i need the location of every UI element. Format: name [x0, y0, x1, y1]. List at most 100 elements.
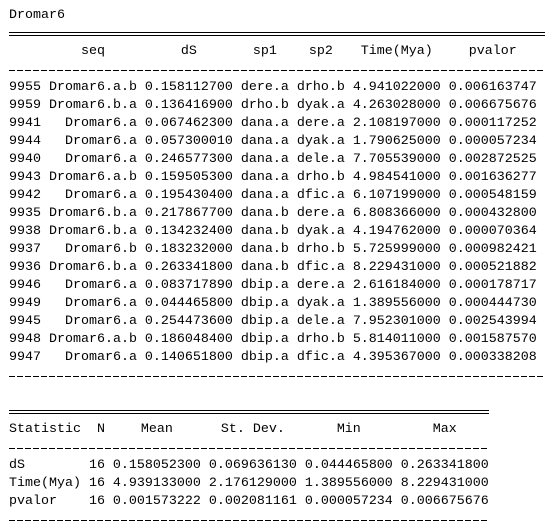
- table-row: pvalor 16 0.001573222 0.002081161 0.00005723…: [9, 493, 489, 511]
- cell: dbip.a: [240, 296, 289, 311]
- cell: Dromar6.a: [64, 278, 137, 293]
- cell: dfic.a: [296, 260, 345, 275]
- cell: 6.107199000: [352, 188, 441, 203]
- cell: 0.001636277: [448, 170, 537, 185]
- cell: 0.136416900: [144, 98, 233, 113]
- cell: 0.158052300: [112, 458, 201, 473]
- cell: 0.002081161: [208, 494, 297, 509]
- cell: dele.a: [296, 314, 345, 329]
- cell: 1.389556000: [304, 476, 393, 491]
- cell: 0.134232400: [144, 224, 233, 239]
- header-cell: sp2: [308, 44, 333, 59]
- cell: dyak.a: [296, 224, 345, 239]
- cell: 5.725999000: [352, 242, 441, 257]
- separator: [9, 403, 489, 421]
- cell: Dromar6.b.a: [48, 206, 137, 221]
- header-cell: Min: [336, 422, 361, 437]
- table-row: 9937 Dromar6.b 0.183232000 dana.b drho.b 5.72…: [9, 241, 537, 259]
- cell: 9937: [9, 242, 41, 257]
- cell: drho.b: [296, 332, 345, 347]
- cell: 1.389556000: [352, 296, 441, 311]
- spacer: [9, 43, 41, 61]
- cell: Dromar6.a: [64, 296, 137, 311]
- table-row: 9948 Dromar6.a.b 0.186048400 dbip.a drho.b 5.…: [9, 331, 537, 349]
- cell: 0.083717890: [144, 278, 233, 293]
- cell: Dromar6.a.b: [48, 80, 137, 95]
- cell: 9944: [9, 134, 41, 149]
- cell: 0.254473600: [144, 314, 233, 329]
- cell: 0.001573222: [112, 494, 201, 509]
- header-cell: sp1: [252, 44, 277, 59]
- cell: dyak.a: [296, 134, 345, 149]
- cell: 2.108197000: [352, 116, 441, 131]
- cell: 5.814011000: [352, 332, 441, 347]
- cell: dana.b: [240, 224, 289, 239]
- cell: 4.939133000: [112, 476, 201, 491]
- cell: 16: [88, 458, 105, 473]
- cell: 0.000548159: [448, 188, 537, 203]
- cell: 9955: [9, 80, 41, 95]
- cell: Dromar6.a: [64, 188, 137, 203]
- cell: 0.263341800: [400, 458, 489, 473]
- cell: 9943: [9, 170, 41, 185]
- cell: dS: [9, 458, 25, 473]
- cell: dfic.a: [296, 188, 345, 203]
- cell: 4.263028000: [352, 98, 441, 113]
- table-row: 9959 Dromar6.b.a 0.136416900 drho.b dyak.a 4.…: [9, 97, 537, 115]
- cell: 0.000982421: [448, 242, 537, 257]
- cell: 0.002543994: [448, 314, 537, 329]
- table-row: dS 16 0.158052300 0.069636130 0.044465800 0.2…: [9, 457, 489, 475]
- cell: 0.246577300: [144, 152, 233, 167]
- table-row: 9944 Dromar6.a 0.057300010 dana.a dyak.a 1.79…: [9, 133, 537, 151]
- cell: dana.a: [240, 116, 289, 131]
- cell: dbip.a: [240, 350, 289, 365]
- cell: dana.a: [240, 188, 289, 203]
- table-row: 9938 Dromar6.b.a 0.134232400 dana.b dyak.a 4.…: [9, 223, 537, 241]
- cell: 0.263341800: [144, 260, 233, 275]
- cell: 9959: [9, 98, 41, 113]
- cell: Dromar6.a.b: [48, 332, 137, 347]
- cell: 9949: [9, 296, 41, 311]
- cell: 0.000178717: [448, 278, 537, 293]
- cell: Dromar6.a: [64, 350, 137, 365]
- table-row: 9943 Dromar6.a.b 0.159505300 dana.a drho.b 4.…: [9, 169, 537, 187]
- cell: dfic.a: [296, 350, 345, 365]
- title: Dromar6: [9, 8, 65, 23]
- cell: drho.b: [296, 242, 345, 257]
- header-cell: N: [96, 422, 105, 437]
- cell: 0.000057234: [304, 494, 393, 509]
- table-row: Time(Mya) 16 4.939133000 2.176129000 1.38955…: [9, 475, 489, 493]
- table-row: 9936 Dromar6.b.a 0.263341800 dana.b dfic.a 8.…: [9, 259, 537, 277]
- cell: drho.b: [296, 170, 345, 185]
- cell: dere.a: [296, 278, 345, 293]
- cell: 4.984541000: [352, 170, 441, 185]
- cell: 0.158112700: [144, 80, 233, 95]
- cell: 0.044465800: [144, 296, 233, 311]
- cell: 0.044465800: [304, 458, 393, 473]
- cell: dele.a: [296, 152, 345, 167]
- cell: 9935: [9, 206, 41, 221]
- cell: 2.176129000: [208, 476, 297, 491]
- header-cell: dS: [180, 44, 197, 59]
- cell: 0.000432800: [448, 206, 537, 221]
- cell: 0.000117252: [448, 116, 537, 131]
- cell: dbip.a: [240, 314, 289, 329]
- cell: 9942: [9, 188, 41, 203]
- cell: 9940: [9, 152, 41, 167]
- cell: Dromar6.b.a: [48, 98, 137, 113]
- cell: 0.006163747: [448, 80, 537, 95]
- table-body: dS 16 0.158052300 0.069636130 0.044465800 0.2…: [9, 457, 555, 511]
- cell: dana.a: [240, 134, 289, 149]
- cell: 2.616184000: [352, 278, 441, 293]
- cell: 8.229431000: [352, 260, 441, 275]
- cell: 0.000057234: [448, 134, 537, 149]
- cell: 8.229431000: [400, 476, 489, 491]
- cell: 0.006675676: [400, 494, 489, 509]
- header-cell: seq: [80, 44, 105, 59]
- cell: 0.069636130: [208, 458, 297, 473]
- blank: [9, 385, 555, 403]
- table-row: 9947 Dromar6.a 0.140651800 dbip.a dfic.a 4.39…: [9, 349, 537, 367]
- separator: [9, 439, 489, 457]
